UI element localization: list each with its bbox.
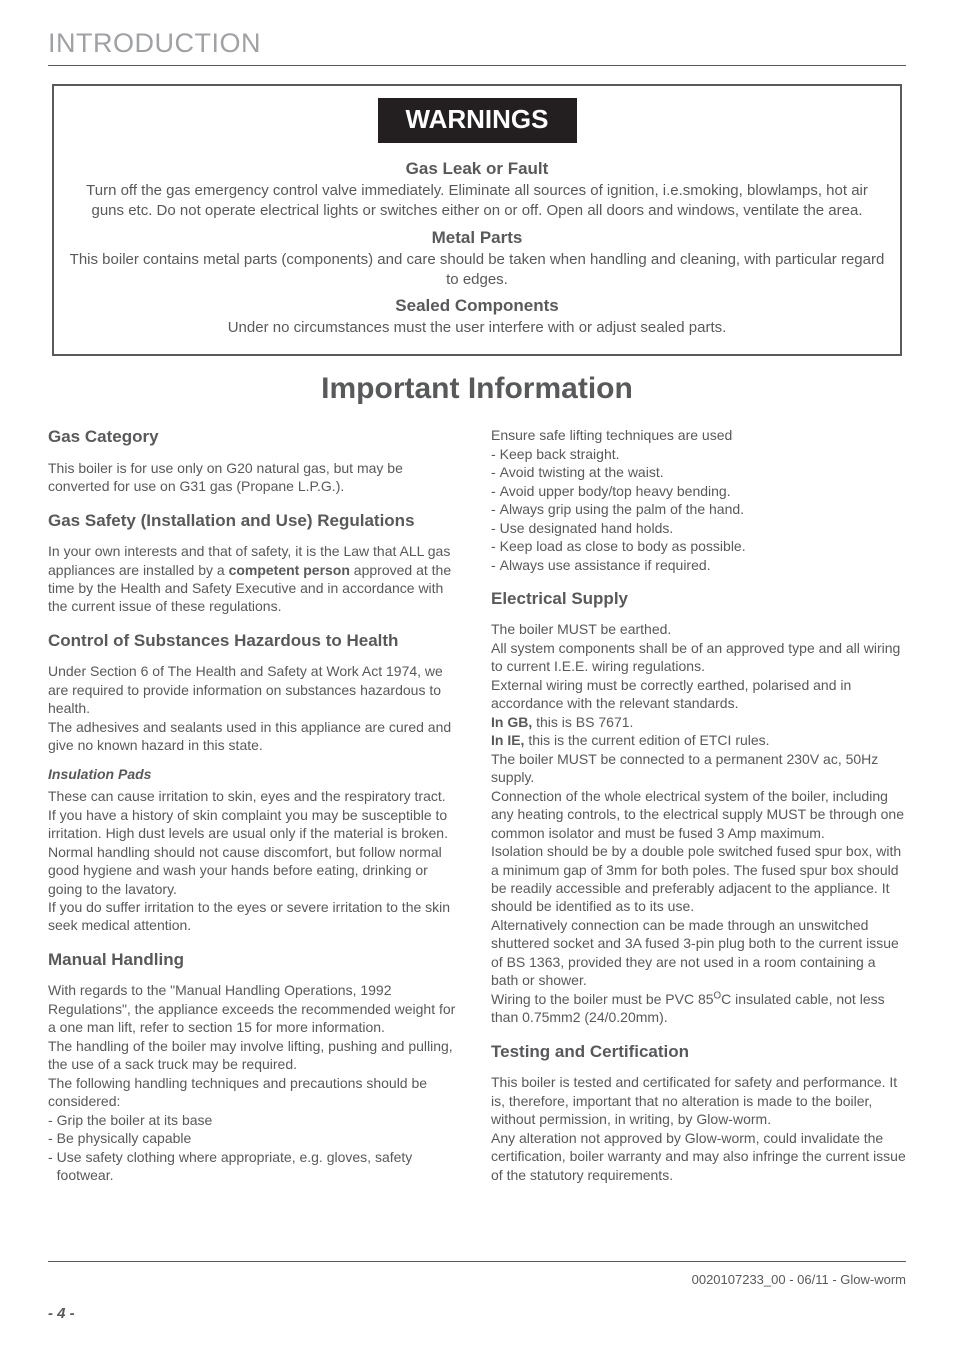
gas-safety-body: In your own interests and that of safety… (48, 542, 463, 616)
warning-body-2: Under no circumstances must the user int… (68, 318, 886, 338)
heading-electrical: Electrical Supply (491, 588, 906, 610)
coshh-p4: If you have a history of skin complaint … (48, 806, 463, 843)
mh-p1: With regards to the "Manual Handling Ope… (48, 981, 463, 1036)
warnings-box: WARNINGS Gas Leak or Fault Turn off the … (52, 84, 902, 356)
footer-rule (48, 1261, 906, 1262)
lift-bullet-6: -Always use assistance if required. (491, 556, 906, 574)
lift-bullet-2: -Avoid upper body/top heavy bending. (491, 482, 906, 500)
important-information-title: Important Information (48, 372, 906, 406)
page-number: - 4 - (48, 1305, 906, 1322)
coshh-p3: These can cause irritation to skin, eyes… (48, 787, 463, 805)
mh-bullet-2: -Use safety clothing where appropriate, … (48, 1148, 463, 1185)
elec-p9: Alternatively connection can be made thr… (491, 916, 906, 990)
elec-p2: All system components shall be of an app… (491, 639, 906, 676)
coshh-p5: Normal handling should not cause discomf… (48, 843, 463, 898)
heading-gas-safety: Gas Safety (Installation and Use) Regula… (48, 510, 463, 532)
lift-bullet-1: -Avoid twisting at the waist. (491, 463, 906, 481)
two-column-layout: Gas Category This boiler is for use only… (48, 426, 906, 1190)
lift-bullet-3: -Always grip using the palm of the hand. (491, 500, 906, 518)
footer-docref: 0020107233_00 - 06/11 - Glow-worm (692, 1272, 906, 1287)
mh-p2: The handling of the boiler may involve l… (48, 1037, 463, 1074)
warning-title-2: Sealed Components (68, 296, 886, 316)
warnings-badge: WARNINGS (378, 98, 577, 143)
heading-manual-handling: Manual Handling (48, 949, 463, 971)
elec-p10: Wiring to the boiler must be PVC 85OC in… (491, 990, 906, 1027)
lift-bullet-5: -Keep load as close to body as possible. (491, 537, 906, 555)
warning-title-0: Gas Leak or Fault (68, 159, 886, 179)
coshh-p2: The adhesives and sealants used in this … (48, 718, 463, 755)
warning-body-0: Turn off the gas emergency control valve… (68, 181, 886, 222)
gas-category-body: This boiler is for use only on G20 natur… (48, 459, 463, 496)
header-rule (48, 65, 906, 66)
heading-coshh: Control of Substances Hazardous to Healt… (48, 630, 463, 652)
heading-gas-category: Gas Category (48, 426, 463, 448)
elec-p3: External wiring must be correctly earthe… (491, 676, 906, 713)
mh-bullet-1: -Be physically capable (48, 1129, 463, 1147)
warning-body-1: This boiler contains metal parts (compon… (68, 250, 886, 291)
warning-title-1: Metal Parts (68, 228, 886, 248)
heading-testing: Testing and Certification (491, 1041, 906, 1063)
testing-p2: Any alteration not approved by Glow-worm… (491, 1129, 906, 1184)
lift-bullet-4: -Use designated hand holds. (491, 519, 906, 537)
lift-bullet-0: -Keep back straight. (491, 445, 906, 463)
elec-p5: In IE, this is the current edition of ET… (491, 731, 906, 749)
elec-p1: The boiler MUST be earthed. (491, 620, 906, 638)
mh-bullet-0: -Grip the boiler at its base (48, 1111, 463, 1129)
elec-p6: The boiler MUST be connected to a perman… (491, 750, 906, 787)
coshh-subheading: Insulation Pads (48, 765, 463, 783)
testing-p1: This boiler is tested and certificated f… (491, 1073, 906, 1128)
left-column: Gas Category This boiler is for use only… (48, 426, 463, 1190)
coshh-p1: Under Section 6 of The Health and Safety… (48, 662, 463, 717)
elec-p8: Isolation should be by a double pole swi… (491, 842, 906, 916)
right-column: Ensure safe lifting techniques are used … (491, 426, 906, 1190)
section-header: INTRODUCTION (48, 28, 906, 59)
gas-safety-bold: competent person (229, 562, 350, 578)
coshh-p6: If you do suffer irritation to the eyes … (48, 898, 463, 935)
elec-p7: Connection of the whole electrical syste… (491, 787, 906, 842)
page-footer: 0020107233_00 - 06/11 - Glow-worm - 4 - (48, 1243, 906, 1322)
elec-p4: In GB, this is BS 7671. (491, 713, 906, 731)
lifting-intro: Ensure safe lifting techniques are used (491, 426, 906, 444)
mh-p3: The following handling techniques and pr… (48, 1074, 463, 1111)
